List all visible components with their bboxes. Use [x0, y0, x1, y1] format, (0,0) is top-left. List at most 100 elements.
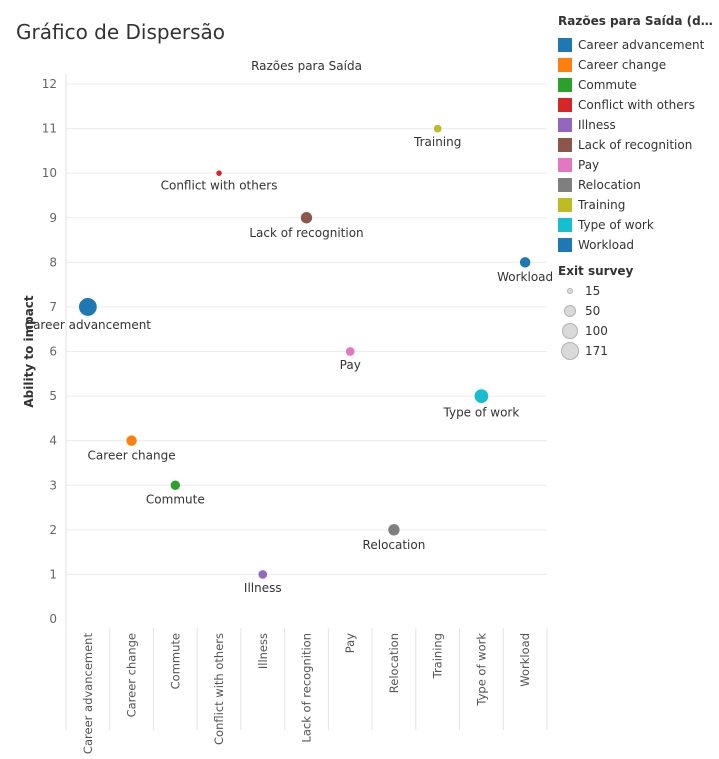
legend-swatch [558, 78, 572, 92]
legend-label: Pay [578, 158, 600, 172]
y-tick-label: 6 [49, 345, 57, 359]
size-legend-item: 171 [558, 341, 719, 361]
x-tick-label: Conflict with others [212, 633, 226, 745]
size-legend-dot [566, 287, 574, 295]
size-legend-label: 15 [585, 284, 601, 298]
legend-item[interactable]: Illness [558, 115, 719, 135]
legend-item[interactable]: Relocation [558, 175, 719, 195]
x-tick-label: Workload [518, 633, 532, 687]
data-point [519, 256, 532, 269]
data-point [169, 479, 181, 491]
legend-label: Relocation [578, 178, 641, 192]
size-legend-item: 50 [558, 301, 719, 321]
legend-label: Career change [578, 58, 667, 72]
data-label: Pay [340, 358, 361, 372]
legend-item[interactable]: Career change [558, 55, 719, 75]
legend-swatch [558, 98, 572, 112]
size-legend-item: 15 [558, 281, 719, 301]
size-legend-dot-wrap [558, 287, 582, 295]
size-legend-item: 100 [558, 321, 719, 341]
data-point [473, 388, 490, 404]
y-tick-label: 1 [49, 567, 57, 581]
legend-item[interactable]: Type of work [558, 215, 719, 235]
legend-label: Type of work [578, 218, 654, 232]
y-tick-label: 4 [49, 434, 57, 448]
legend-swatch [558, 158, 572, 172]
y-tick-label: 5 [49, 389, 57, 403]
legend-swatch [558, 178, 572, 192]
y-tick-label: 3 [49, 478, 57, 492]
x-tick-label: Career change [125, 633, 139, 717]
legend-item[interactable]: Workload [558, 235, 719, 255]
x-tick-label: Commute [168, 633, 182, 689]
color-legend-title: Razões para Saída (dimen.. [558, 14, 716, 28]
legend-label: Career advancement [578, 38, 705, 52]
size-legend-dot-wrap [558, 323, 582, 339]
legend-swatch [558, 58, 572, 72]
color-legend-items: Career advancement Career change Commute Co… [558, 35, 719, 255]
size-legend-dot-wrap [558, 341, 582, 361]
size-legend-title: Exit survey [558, 264, 634, 278]
legend-item[interactable]: Career advancement [558, 35, 719, 55]
legend-swatch [558, 218, 572, 232]
data-label: Illness [244, 581, 282, 595]
legend-label: Illness [578, 118, 616, 132]
x-tick-label: Career advancement [81, 633, 95, 755]
size-legend-label: 171 [585, 344, 608, 358]
size-legend-label: 100 [585, 324, 608, 338]
size-legend-items: 15 50 100 171 [558, 281, 719, 361]
x-tick-label: Pay [343, 633, 357, 653]
data-label: Relocation [363, 538, 426, 552]
data-label: Type of work [443, 405, 520, 419]
data-point [387, 523, 401, 537]
size-legend-label: 50 [585, 304, 601, 318]
x-tick-label: Lack of recognition [300, 633, 314, 743]
data-point [300, 211, 313, 225]
size-legend-dot [560, 341, 580, 361]
data-label: Career advancement [25, 318, 152, 332]
legend-label: Lack of recognition [578, 138, 693, 152]
legend-item[interactable]: Pay [558, 155, 719, 175]
legend-swatch [558, 198, 572, 212]
legend-label: Workload [578, 238, 635, 252]
pane-title: Razões para Saída [251, 59, 362, 73]
legend-swatch [558, 38, 572, 52]
legend-swatch [558, 118, 572, 132]
legend-label: Conflict with others [578, 98, 695, 112]
x-tick-label: Type of work [474, 633, 488, 707]
size-legend-dot-wrap [558, 304, 582, 318]
data-label: Commute [146, 492, 205, 506]
y-tick-label: 9 [49, 211, 57, 225]
y-tick-label: 11 [42, 122, 57, 136]
size-legend-dot [562, 323, 578, 339]
legend-label: Commute [578, 78, 637, 92]
legend: Razões para Saída (dimen.. Career advanc… [558, 14, 719, 361]
y-tick-label: 0 [49, 612, 57, 626]
x-tick-label: Relocation [387, 633, 401, 693]
data-label: Career change [88, 448, 176, 462]
data-label: Workload [497, 270, 553, 284]
legend-item[interactable]: Conflict with others [558, 95, 719, 115]
legend-label: Training [578, 198, 626, 212]
y-tick-label: 2 [49, 523, 57, 537]
data-point [78, 297, 98, 317]
page-title: Gráfico de Dispersão [16, 20, 226, 44]
legend-item[interactable]: Commute [558, 75, 719, 95]
data-point [345, 346, 356, 357]
data-point [432, 123, 443, 134]
legend-item[interactable]: Training [558, 195, 719, 215]
data-point [125, 434, 138, 447]
y-tick-label: 12 [42, 77, 57, 91]
data-label: Conflict with others [161, 178, 278, 192]
y-tick-label: 7 [49, 300, 57, 314]
data-label: Training [413, 135, 461, 149]
y-tick-label: 8 [49, 255, 57, 269]
x-tick-label: Training [431, 633, 445, 679]
legend-swatch [558, 138, 572, 152]
x-tick-label: Illness [256, 633, 270, 669]
y-tick-label: 10 [42, 166, 57, 180]
data-label: Lack of recognition [249, 226, 363, 240]
legend-item[interactable]: Lack of recognition [558, 135, 719, 155]
size-legend-dot [563, 304, 577, 318]
